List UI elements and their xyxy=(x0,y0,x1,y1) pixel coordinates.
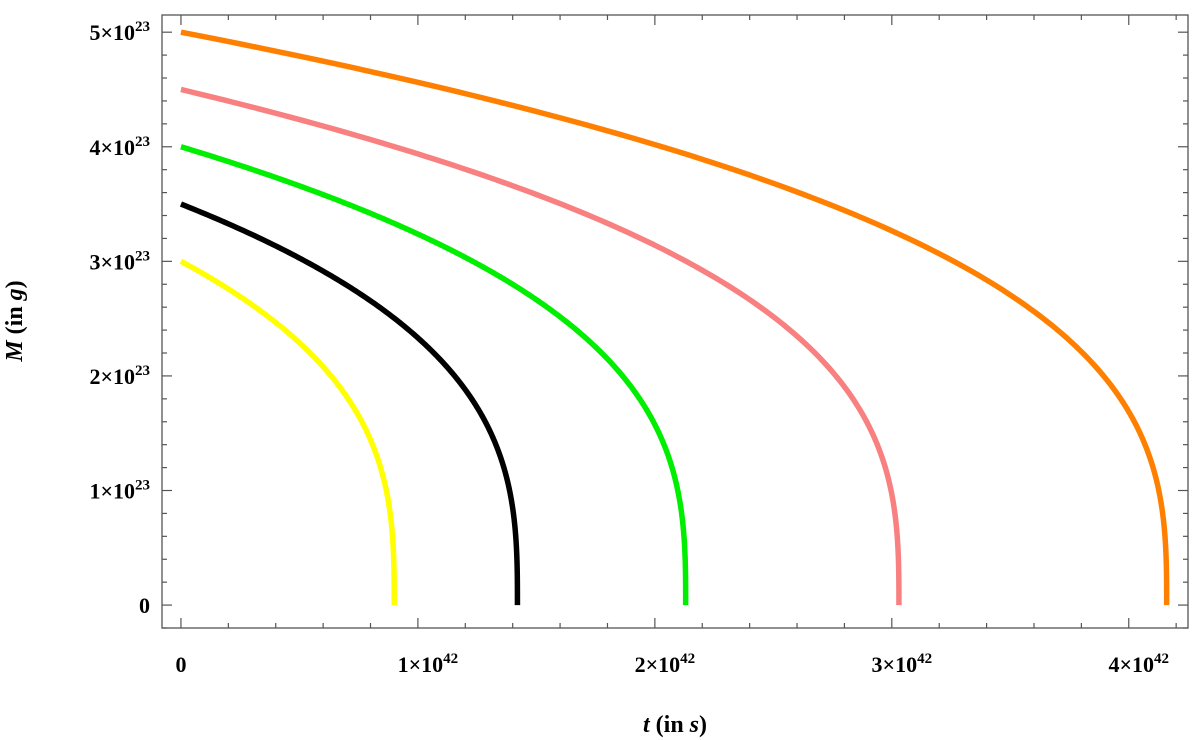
y-axis-label: M (in g) xyxy=(2,280,28,362)
series-line-5 xyxy=(180,29,1170,606)
ticks-layer xyxy=(162,15,1188,629)
x-axis-label: t (in s) xyxy=(643,712,707,738)
plot-frame xyxy=(161,14,1189,629)
series-line-3 xyxy=(180,144,689,606)
y-tick-label: 0 xyxy=(139,593,150,618)
x-tick-label: 0 xyxy=(175,652,186,677)
x-tick-label: 1×1042 xyxy=(398,651,459,677)
y-tick-label: 5×1023 xyxy=(89,19,150,45)
y-tick-label: 3×1023 xyxy=(89,248,150,274)
series-layer xyxy=(179,29,1170,607)
y-tick-label: 2×1023 xyxy=(89,363,150,389)
x-tick-label: 2×1042 xyxy=(635,651,696,677)
x-tick-label: 3×1042 xyxy=(872,651,933,677)
x-tick-label: 4×1042 xyxy=(1108,651,1169,677)
tick-labels-layer: 0 1×1042 2×1042 3×1042 4×1042 0 1×1023 2×1023 3×… xyxy=(89,19,1169,677)
y-tick-label: 1×1023 xyxy=(89,478,150,504)
series-line-2 xyxy=(179,201,521,607)
y-tick-label: 4×1023 xyxy=(89,134,150,160)
series-line-4 xyxy=(180,86,902,606)
series-line-1 xyxy=(179,258,397,607)
